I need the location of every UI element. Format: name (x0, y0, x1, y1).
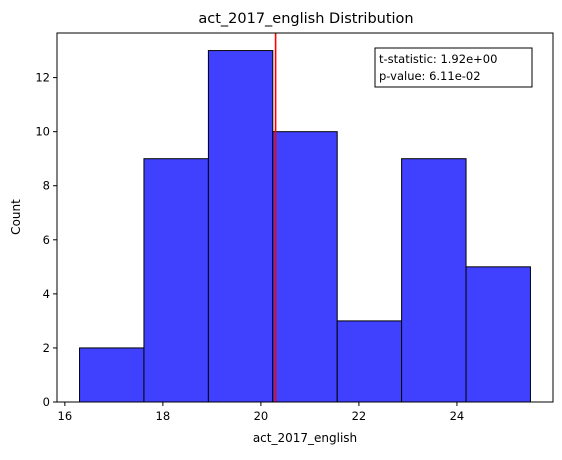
x-axis-label: act_2017_english (253, 431, 357, 445)
y-tick-label: 8 (43, 179, 50, 193)
t-statistic-text: t-statistic: 1.92e+00 (379, 52, 497, 66)
x-tick-label: 18 (156, 409, 171, 423)
y-tick-label: 6 (43, 233, 50, 247)
y-axis-label: Count (9, 199, 23, 235)
y-tick-label: 12 (35, 71, 50, 85)
y-tick-label: 0 (43, 395, 50, 409)
y-tick-label: 4 (43, 287, 50, 301)
histogram-bar-5 (336, 320, 403, 403)
plot-frame (56, 32, 554, 403)
histogram-bar-2 (143, 158, 209, 403)
histogram-bar-1 (79, 347, 145, 403)
x-axis-ticks: 16 18 20 22 24 (58, 402, 465, 423)
histogram-bar-6 (401, 158, 467, 403)
x-tick-label: 20 (254, 409, 269, 423)
stat-annotation-box: t-statistic: 1.92e+00 p-value: 6.11e-02 (374, 47, 533, 88)
y-tick-label: 10 (35, 125, 50, 139)
x-tick-label: 22 (352, 409, 367, 423)
p-value-text: p-value: 6.11e-02 (379, 69, 481, 83)
histogram-bar-7 (465, 266, 531, 403)
y-tick-label: 2 (43, 341, 50, 355)
x-tick-label: 24 (450, 409, 465, 423)
histogram-bar-3 (207, 50, 274, 403)
chart-title: act_2017_english Distribution (198, 11, 413, 27)
stat-box-border (374, 47, 533, 88)
x-tick-label: 16 (58, 409, 73, 423)
bars-layer (79, 50, 531, 403)
histogram-bar-4 (272, 131, 338, 403)
y-axis-ticks: 0 2 4 6 8 10 12 (35, 71, 57, 409)
